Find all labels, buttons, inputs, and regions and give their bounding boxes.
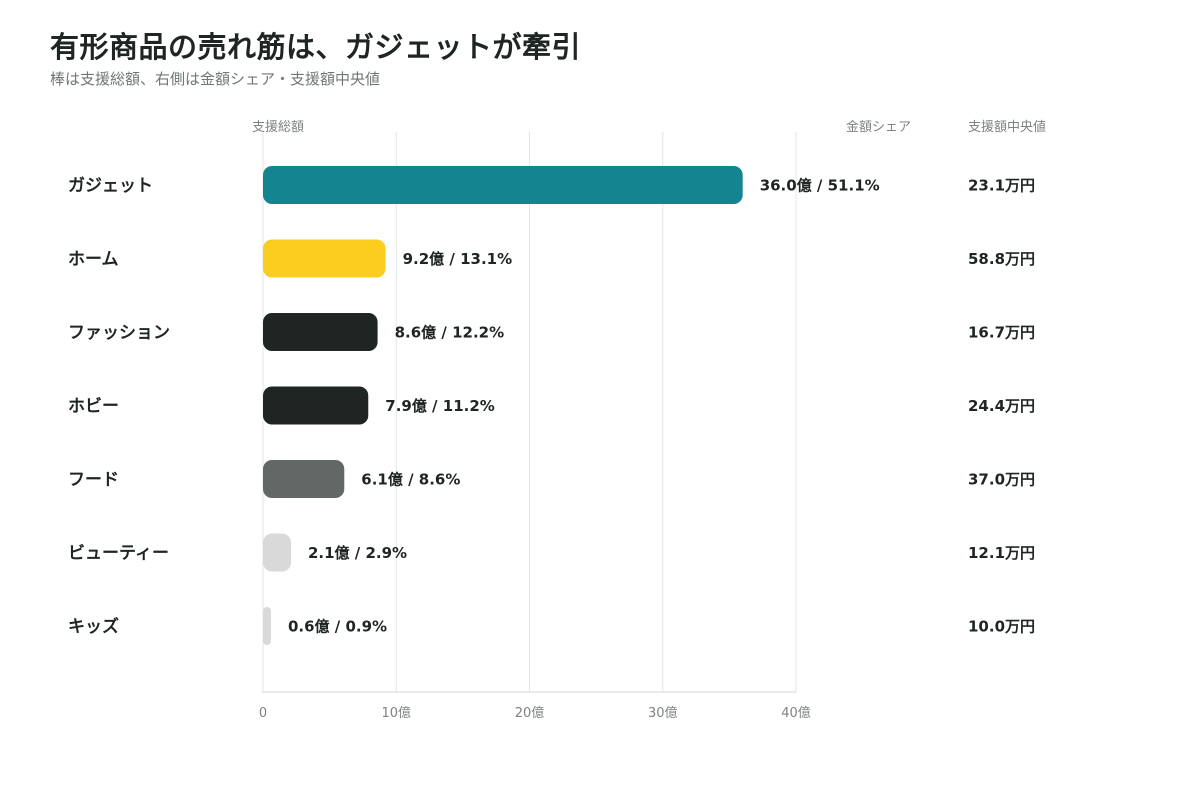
category-label: ガジェット — [68, 176, 153, 196]
chart-subtitle: 棒は支援総額、右側は金額シェア・支援額中央値 — [50, 70, 381, 88]
column-header-total: 支援総額 — [252, 120, 305, 135]
value-label: 7.9億 / 11.2% — [385, 397, 495, 415]
bar — [263, 313, 378, 351]
column-header-median: 支援額中央値 — [968, 120, 1047, 135]
column-header-share: 金額シェア — [846, 120, 912, 135]
median-label: 23.1万円 — [968, 177, 1035, 195]
median-label: 16.7万円 — [968, 324, 1035, 342]
bar — [263, 239, 386, 278]
bar — [263, 607, 271, 645]
value-label: 9.2億 / 13.1% — [403, 250, 513, 268]
x-axis-ticks: 0 10億 20億 30億 40億 — [259, 705, 811, 721]
median-label: 58.8万円 — [968, 250, 1035, 268]
median-label: 24.4万円 — [968, 397, 1035, 415]
value-label: 8.6億 / 12.2% — [395, 324, 505, 342]
median-label: 12.1万円 — [968, 544, 1035, 562]
bar — [263, 166, 743, 204]
value-label: 2.1億 / 2.9% — [308, 544, 407, 562]
category-label: ホーム — [68, 250, 119, 270]
bars — [263, 166, 743, 645]
x-tick-label: 40億 — [781, 705, 811, 721]
median-label: 37.0万円 — [968, 471, 1035, 489]
chart-title: 有形商品の売れ筋は、ガジェットが牽引 — [50, 30, 582, 64]
value-label: 6.1億 / 8.6% — [361, 471, 460, 489]
category-label: ホビー — [68, 397, 119, 417]
median-label: 10.0万円 — [968, 618, 1035, 636]
bar — [263, 386, 369, 425]
value-label: 36.0億 / 51.1% — [760, 177, 880, 195]
category-label: キッズ — [68, 616, 119, 637]
category-label: フード — [68, 470, 119, 490]
x-tick-label: 10億 — [381, 705, 411, 721]
x-tick-label: 0 — [259, 706, 267, 721]
x-tick-label: 30億 — [648, 705, 678, 721]
value-label: 0.6億 / 0.9% — [288, 618, 387, 636]
category-label: ファッション — [68, 323, 170, 343]
category-label: ビューティー — [68, 544, 169, 564]
x-tick-label: 20億 — [515, 705, 545, 721]
bar — [263, 460, 345, 498]
bar — [263, 533, 291, 572]
